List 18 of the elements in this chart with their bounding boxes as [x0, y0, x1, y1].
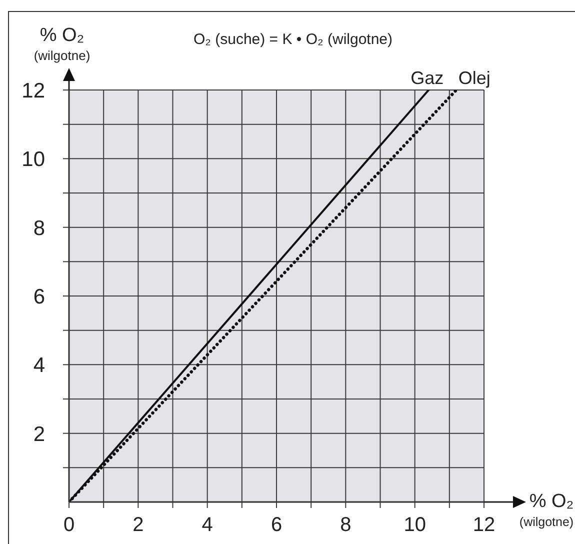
- x-axis-title: % O₂ (wilgotne): [518, 490, 575, 530]
- y-tick-label: 12: [22, 79, 45, 102]
- series-label: Olej: [458, 68, 490, 88]
- chart-title: O₂ (suche) = K • O₂ (wilgotne): [193, 31, 393, 48]
- x-tick-label: 10: [404, 514, 426, 536]
- series-label: Gaz: [410, 68, 444, 88]
- x-tick-label: 0: [63, 514, 75, 536]
- y-tick-label: 2: [33, 422, 45, 446]
- y-tick-label: 10: [22, 148, 45, 172]
- x-tick-label: 4: [202, 514, 213, 536]
- y-tick-label: 8: [33, 216, 45, 240]
- x-tick-label: 2: [132, 514, 144, 536]
- x-tick-label: 8: [340, 514, 352, 536]
- x-tick-label: 12: [472, 514, 496, 536]
- y-tick-label: 6: [33, 285, 45, 308]
- y-axis-title: % O₂ (wilgotne): [32, 24, 92, 64]
- y-tick-label: 4: [33, 354, 46, 378]
- x-tick-label: 6: [270, 514, 282, 536]
